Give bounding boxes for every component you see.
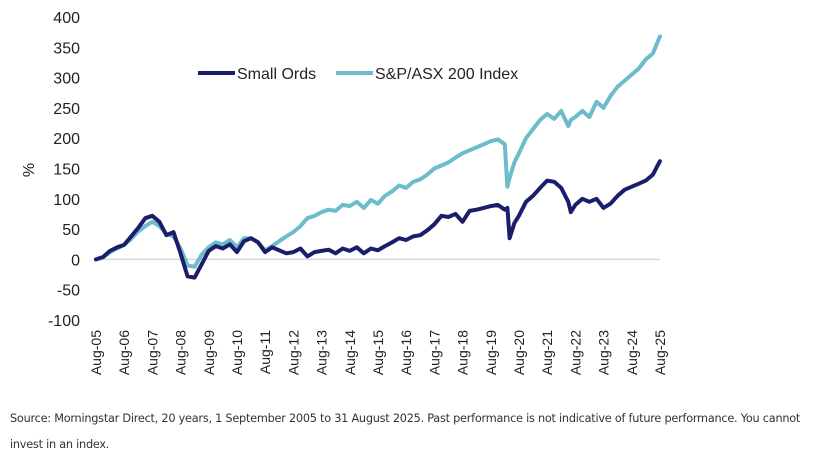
x-tick-label: Aug-09 (201, 330, 217, 375)
x-tick-label: Aug-14 (342, 330, 358, 375)
x-tick-label: Aug-18 (455, 330, 471, 375)
y-tick-label: 200 (53, 131, 80, 148)
x-tick-label: Aug-19 (483, 330, 499, 375)
x-tick-label: Aug-25 (652, 330, 668, 375)
y-tick-label: -50 (57, 283, 80, 300)
x-tick-label: Aug-24 (624, 330, 640, 375)
x-tick-label: Aug-22 (567, 330, 583, 375)
x-tick-label: Aug-12 (285, 330, 301, 375)
y-tick-label: -100 (48, 313, 80, 330)
x-tick-label: Aug-20 (511, 330, 527, 375)
y-tick-label: 0 (71, 252, 80, 269)
legend-label-asx200: S&P/ASX 200 Index (375, 66, 518, 83)
y-tick-label: 100 (53, 192, 80, 209)
x-tick-label: Aug-10 (229, 330, 245, 375)
source-line-1: Source: Morningstar Direct, 20 years, 1 … (10, 412, 801, 425)
x-tick-label: Aug-13 (314, 330, 330, 375)
y-tick-label: 50 (62, 222, 80, 239)
x-axis: Aug-05 Aug-06 Aug-07 Aug-08 Aug-09 Aug-10 Aug-… (88, 330, 668, 375)
series-group (93, 34, 662, 280)
x-tick-label: Aug-17 (426, 330, 442, 375)
y-axis: 400 350 300 250 200 150 100 50 0 -50 -100 (48, 10, 80, 330)
series-line-asx200 (93, 34, 662, 269)
x-tick-label: Aug-15 (370, 330, 386, 375)
x-tick-label: Aug-11 (257, 330, 273, 374)
x-tick-label: Aug-06 (116, 330, 132, 375)
x-tick-label: Aug-07 (144, 330, 160, 375)
x-tick-label: Aug-05 (88, 330, 104, 375)
y-tick-label: 350 (53, 40, 80, 57)
x-tick-label: Aug-21 (539, 330, 555, 375)
source-note: Source: Morningstar Direct, 20 years, 1 … (10, 406, 822, 458)
x-tick-label: Aug-16 (398, 330, 414, 375)
x-tick-label: Aug-23 (596, 330, 612, 375)
y-axis-label: % (21, 163, 38, 177)
x-tick-label: Aug-08 (173, 330, 189, 375)
series-line-small-ords (93, 159, 662, 280)
legend: Small Ords S&P/ASX 200 Index (198, 66, 518, 83)
y-tick-label: 300 (53, 71, 80, 88)
legend-label-small-ords: Small Ords (237, 66, 316, 83)
source-line-2: invest in an index. (10, 438, 110, 451)
y-tick-label: 250 (53, 101, 80, 118)
y-tick-label: 150 (53, 162, 80, 179)
y-tick-label: 400 (53, 10, 80, 27)
